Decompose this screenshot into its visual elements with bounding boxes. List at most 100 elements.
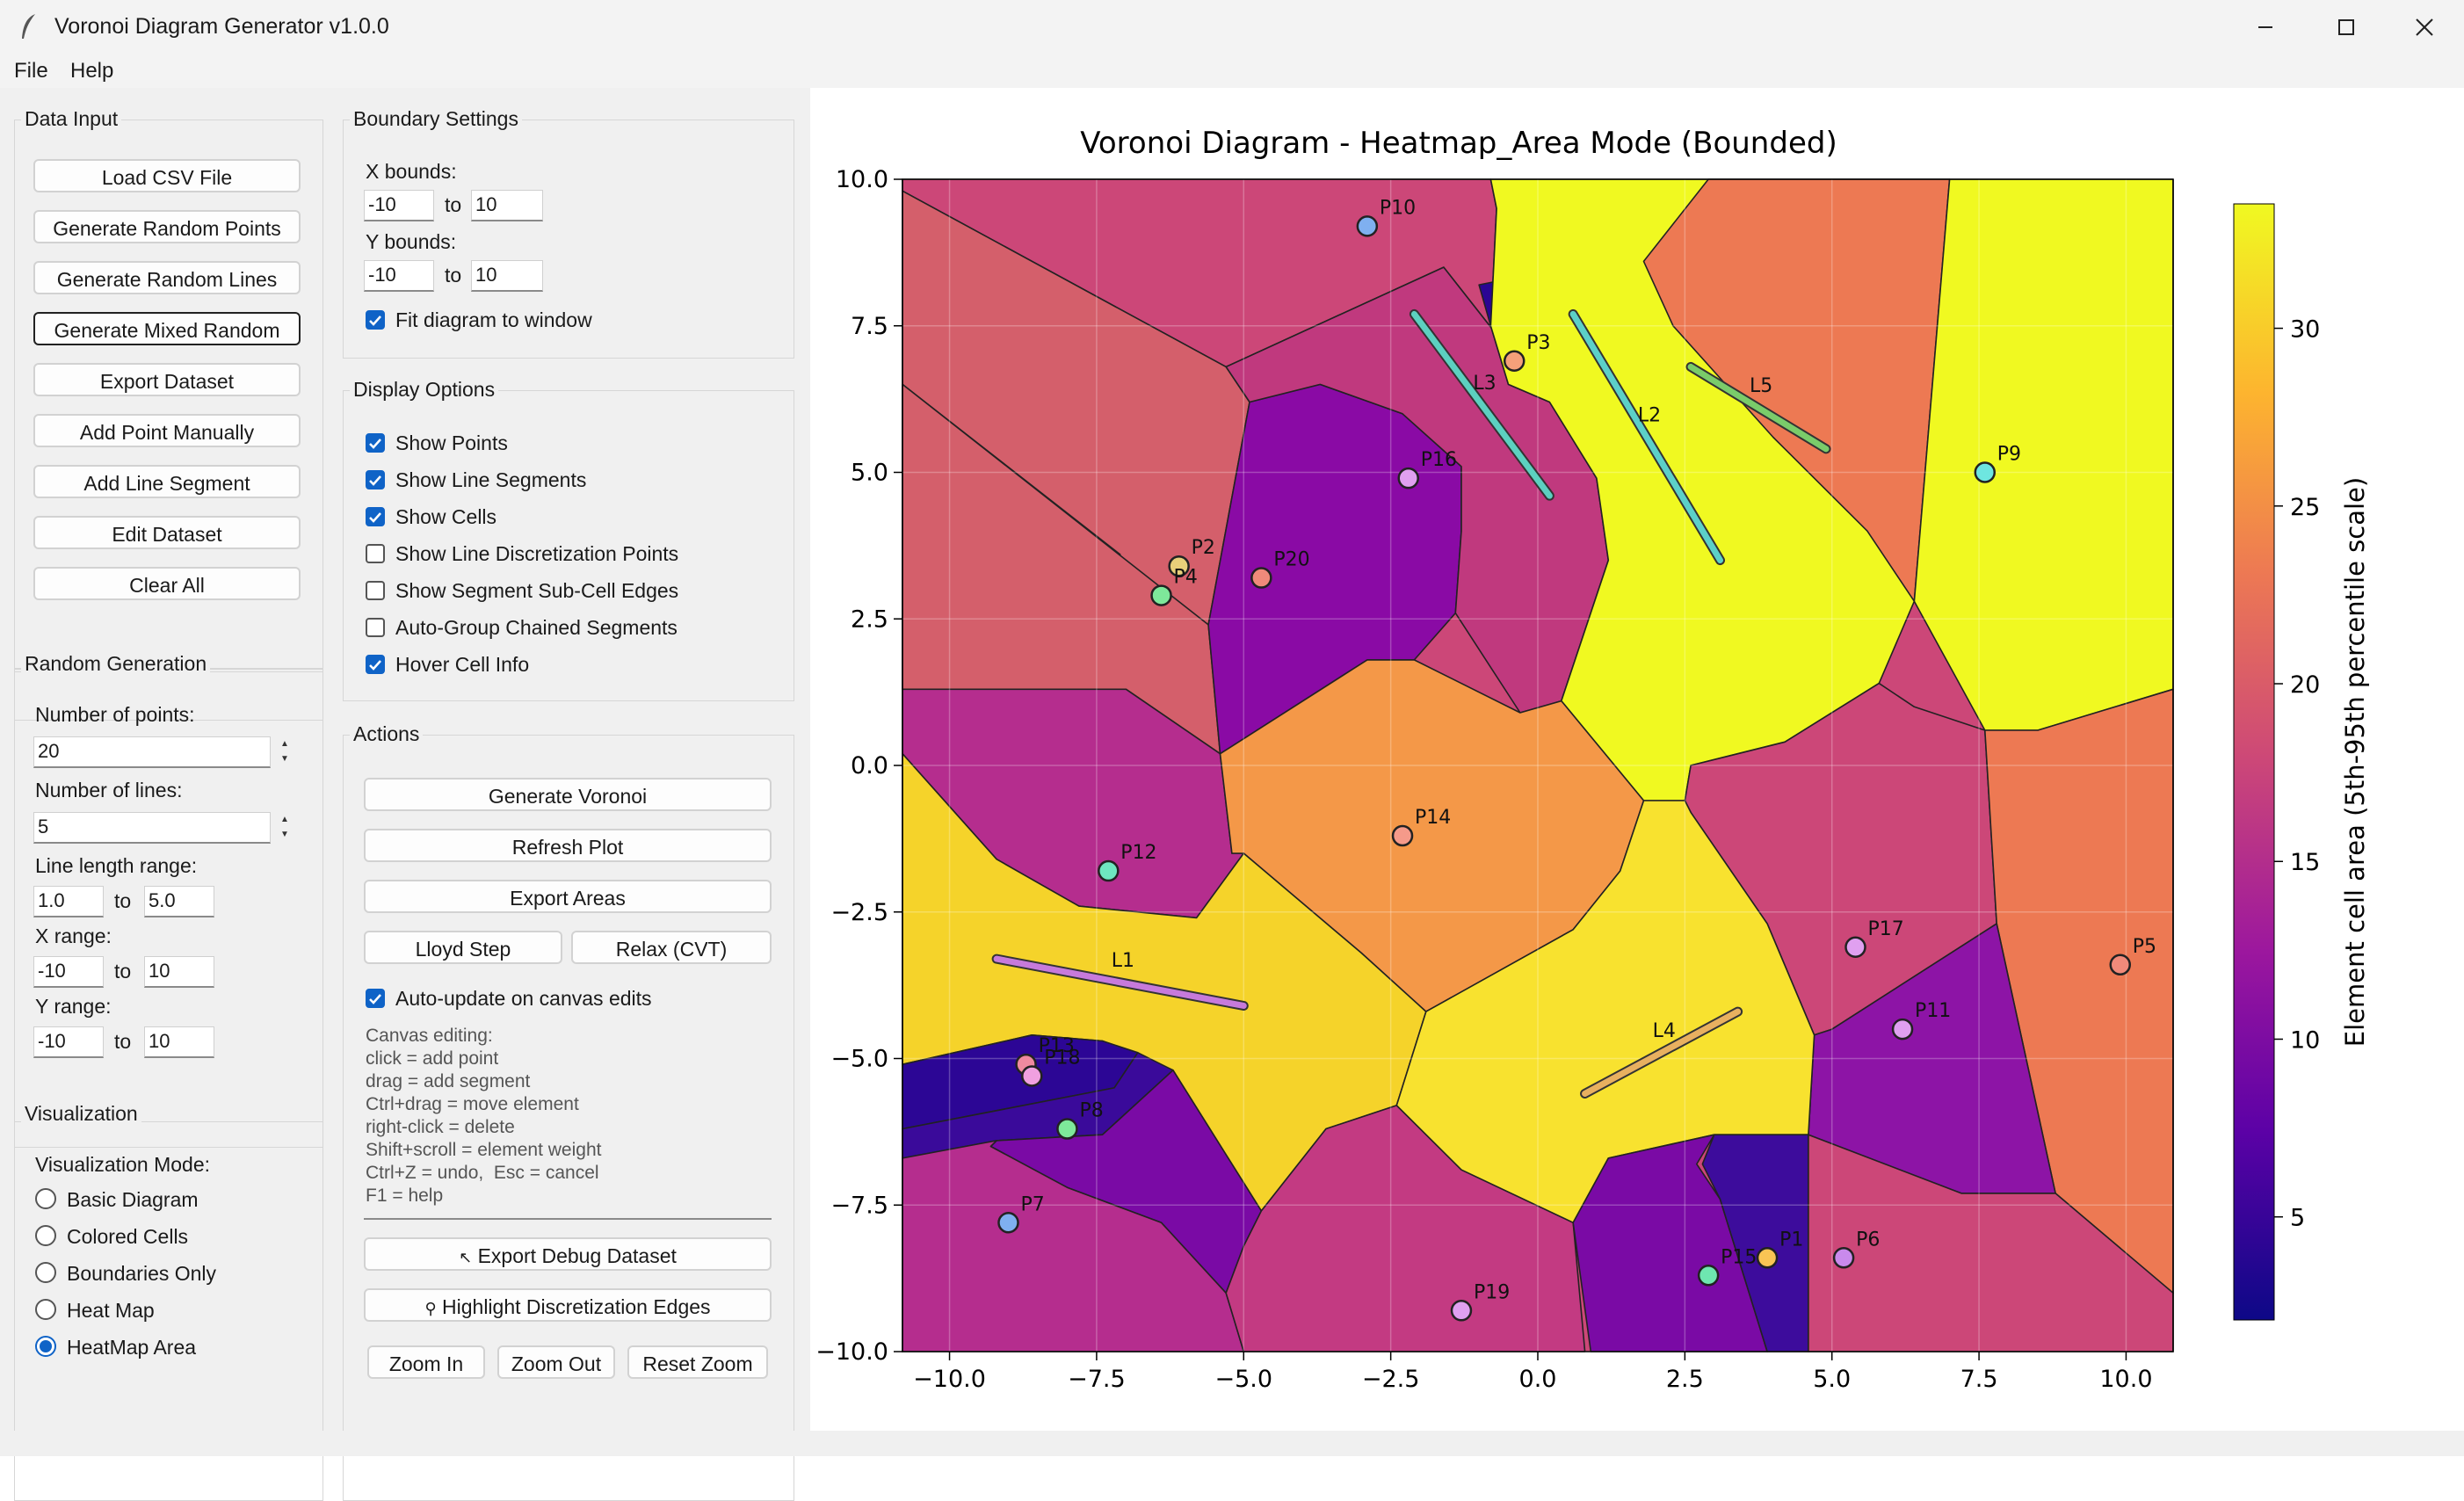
relax-cvt-button[interactable]: Relax (CVT) [571,931,772,964]
menu-help[interactable]: Help [70,59,114,83]
x-range-min-input[interactable]: -10 [33,956,104,988]
radio-boundaries-only[interactable] [35,1262,56,1283]
point-label: P10 [1380,197,1416,219]
minimize-button[interactable] [2225,0,2306,54]
point-label: P16 [1421,449,1457,471]
num-points-spinbox[interactable]: 20 [33,736,271,768]
point-p6[interactable] [1832,1247,1855,1269]
y-ticks: 10.0 7.5 5.0 2.5 0.0 −2.5 −5.0 −7.5 −10.0 [815,166,902,1366]
boundary-settings-title: Boundary Settings [350,107,522,131]
fit-diagram-checkbox[interactable] [366,310,385,330]
y-bounds-max-input[interactable]: 10 [471,260,543,292]
segment-l3[interactable] [1410,310,1553,499]
x-ticks: −10.0 −7.5 −5.0 −2.5 0.0 2.5 5.0 7.5 10.0 [913,1352,2153,1393]
point-p4[interactable] [1150,584,1172,606]
segment-l1[interactable] [993,955,1247,1009]
y-tick-label: 2.5 [851,605,888,633]
y-tick-label: −2.5 [830,899,888,926]
point-p16[interactable] [1397,467,1419,489]
point-p8[interactable] [1056,1118,1078,1140]
voronoi-chart[interactable]: Voronoi Diagram - Heatmap_Area Mode (Bou… [810,98,2453,1424]
point-label: P13 [1039,1035,1075,1057]
auto-update-checkbox[interactable] [366,989,385,1008]
y-bounds-min-input[interactable]: -10 [364,260,434,292]
show-subcell-edges-checkbox[interactable] [366,581,385,600]
reset-zoom-button[interactable]: Reset Zoom [627,1345,768,1379]
point-p10[interactable] [1356,215,1379,237]
generate-random-lines-button[interactable]: Generate Random Lines [33,261,301,294]
segment-l2[interactable] [1569,310,1724,564]
point-p12[interactable] [1098,859,1120,882]
colorbar-tick-label: 10 [2290,1026,2320,1054]
edit-dataset-button[interactable]: Edit Dataset [33,516,301,549]
point-p3[interactable] [1503,350,1526,373]
y-range-max-input[interactable]: 10 [144,1026,214,1058]
cell-p9[interactable] [1913,178,2174,731]
point-p18[interactable] [1021,1065,1043,1087]
generate-mixed-random-button[interactable]: Generate Mixed Random [33,312,301,345]
show-line-segments-checkbox[interactable] [366,470,385,489]
num-points-spin-arrows[interactable]: ▲ ▼ [280,739,289,764]
show-subcell-edges-label: Show Segment Sub-Cell Edges [395,579,679,602]
segment-l4[interactable] [1582,1008,1742,1098]
export-debug-dataset-button[interactable]: ↖ Export Debug Dataset [364,1237,772,1271]
generate-voronoi-button[interactable]: Generate Voronoi [364,778,772,811]
radio-heatmap-area[interactable] [35,1336,56,1357]
line-length-max-input[interactable]: 5.0 [144,886,214,917]
show-points-checkbox[interactable] [366,433,385,453]
point-p11[interactable] [1891,1018,1914,1041]
line-length-min-input[interactable]: 1.0 [33,886,104,917]
add-point-manually-button[interactable]: Add Point Manually [33,414,301,447]
x-tick-label: 0.0 [1519,1366,1557,1393]
point-p1[interactable] [1756,1247,1779,1269]
radio-basic-diagram[interactable] [35,1188,56,1209]
auto-group-checkbox[interactable] [366,618,385,637]
hover-cell-info-label: Hover Cell Info [395,653,530,676]
num-lines-spinbox[interactable]: 5 [33,812,271,844]
auto-group-label: Auto-Group Chained Segments [395,616,678,639]
segment-l5[interactable] [1687,363,1830,453]
generate-random-points-button[interactable]: Generate Random Points [33,210,301,243]
add-line-segment-button[interactable]: Add Line Segment [33,465,301,498]
show-discretization-points-checkbox[interactable] [366,544,385,563]
x-bounds-min-input[interactable]: -10 [364,190,434,221]
y-tick-label: −5.0 [830,1046,888,1073]
point-p5[interactable] [2109,954,2131,976]
point-p17[interactable] [1844,936,1866,959]
point-p15[interactable] [1697,1265,1720,1287]
num-lines-spin-arrows[interactable]: ▲ ▼ [280,815,289,839]
export-dataset-button[interactable]: Export Dataset [33,363,301,396]
clear-all-button[interactable]: Clear All [33,567,301,600]
close-button[interactable] [2383,0,2464,54]
hover-cell-info-checkbox[interactable] [366,655,385,674]
actions-title: Actions [350,722,424,746]
y-range-min-input[interactable]: -10 [33,1026,104,1058]
radio-colored-cells[interactable] [35,1225,56,1246]
point-p2[interactable] [1168,555,1190,577]
zoom-in-button[interactable]: Zoom In [367,1345,485,1379]
show-cells-checkbox[interactable] [366,507,385,526]
point-label: P2 [1192,537,1215,559]
plot-canvas[interactable]: Voronoi Diagram - Heatmap_Area Mode (Bou… [810,98,2453,1424]
point-p9[interactable] [1974,461,1997,483]
zoom-out-button[interactable]: Zoom Out [497,1345,615,1379]
display-options-title: Display Options [350,378,499,402]
refresh-plot-button[interactable]: Refresh Plot [364,829,772,862]
export-areas-button[interactable]: Export Areas [364,880,772,913]
point-p20[interactable] [1250,567,1272,589]
highlight-discretization-button[interactable]: ⚲ Highlight Discretization Edges [364,1288,772,1322]
load-csv-button[interactable]: Load CSV File [33,159,301,192]
radio-heat-map[interactable] [35,1299,56,1320]
y-range-label: Y range: [35,995,112,1018]
point-p19[interactable] [1450,1300,1473,1322]
checkmark-icon [369,994,381,1004]
x-range-max-input[interactable]: 10 [144,956,214,988]
num-lines-label: Number of lines: [35,779,183,801]
menu-file[interactable]: File [14,59,48,83]
boundary-settings-group [343,120,794,359]
point-p14[interactable] [1391,824,1414,847]
point-p7[interactable] [997,1212,1019,1234]
maximize-button[interactable] [2306,0,2387,54]
lloyd-step-button[interactable]: Lloyd Step [364,931,562,964]
x-bounds-max-input[interactable]: 10 [471,190,543,221]
